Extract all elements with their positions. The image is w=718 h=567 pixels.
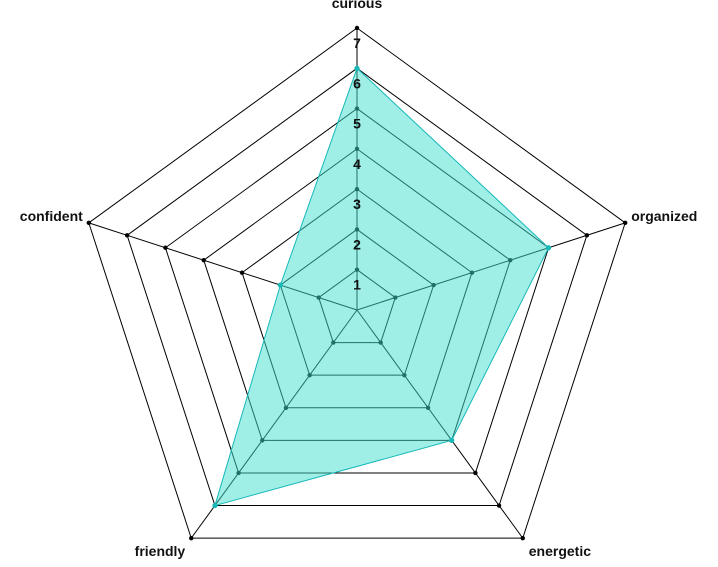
- data-point-energetic: [449, 437, 455, 443]
- tick-label-2: 2: [353, 236, 361, 252]
- axis-label-friendly: friendly: [135, 543, 186, 559]
- grid-ring-6: [126, 67, 588, 507]
- axis-label-curious: curious: [332, 0, 383, 11]
- data-point-confident: [277, 282, 283, 288]
- tick-label-7: 7: [353, 35, 361, 51]
- series-layer: [212, 65, 552, 509]
- tick-label-4: 4: [353, 156, 361, 172]
- tick-label-5: 5: [353, 116, 361, 132]
- grid-ring-7: [88, 27, 626, 539]
- axis-label-energetic: energetic: [529, 543, 591, 559]
- tick-label-6: 6: [353, 75, 361, 91]
- series-area-0: [214, 67, 550, 507]
- axis-label-confident: confident: [20, 208, 83, 224]
- tick-labels: 1 2 3 4 5 6 7: [353, 35, 361, 293]
- data-point-curious: [354, 65, 360, 71]
- axis-label-organized: organized: [631, 208, 697, 224]
- data-point-organized: [545, 245, 552, 251]
- data-point-friendly: [212, 502, 218, 509]
- tick-label-3: 3: [353, 196, 361, 212]
- axis-labels: curious organized energetic friendly confide…: [20, 0, 698, 559]
- tick-label-1: 1: [353, 277, 361, 293]
